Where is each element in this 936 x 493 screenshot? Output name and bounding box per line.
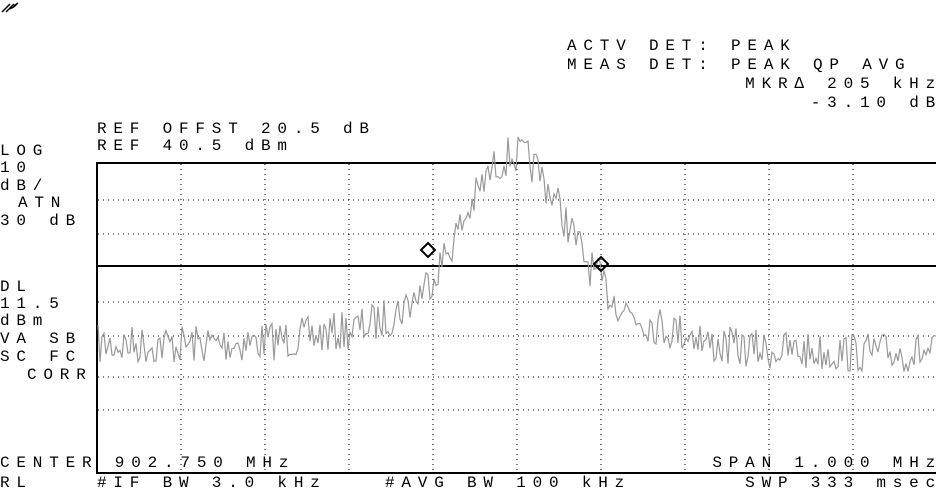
side-label: 11.5: [0, 295, 66, 313]
side-label: DL: [0, 278, 33, 296]
center-freq: CENTER 902.750 MHz: [0, 454, 295, 472]
side-label: CORR: [27, 366, 93, 384]
side-label: 10: [0, 159, 33, 177]
marker-level: -3.10 dB: [811, 94, 936, 112]
ref-offset: REF OFFST 20.5 dB: [97, 120, 376, 138]
hp-logo: [1, 2, 19, 13]
side-label: 30 dB: [0, 212, 82, 230]
side-label: LOG: [0, 142, 49, 160]
graticule: [96, 162, 936, 474]
trace: [97, 136, 936, 373]
avg-bw: #AVG BW 100 kHz: [385, 474, 631, 492]
grid: [98, 164, 936, 472]
sweep: SWP 333 msec: [745, 474, 936, 492]
if-bw: #IF BW 3.0 kHz: [97, 474, 327, 492]
side-label: dBm: [0, 312, 49, 330]
rl: RL: [0, 474, 33, 492]
ref-level: REF 40.5 dBm: [97, 137, 294, 155]
span: SPAN 1.000 MHz: [712, 454, 936, 472]
side-label: SC FC: [0, 348, 82, 366]
side-label: ATN: [18, 194, 67, 212]
side-label: VA SB: [0, 330, 82, 348]
marker-delta: [592, 255, 610, 273]
marker: [419, 241, 437, 259]
meas-det: MEAS DET: PEAK QP AVG: [567, 56, 911, 74]
actv-det: ACTV DET: PEAK: [567, 37, 797, 55]
side-label: dB/: [0, 177, 49, 195]
marker-freq: MKR∆ 205 kHz: [745, 75, 936, 93]
